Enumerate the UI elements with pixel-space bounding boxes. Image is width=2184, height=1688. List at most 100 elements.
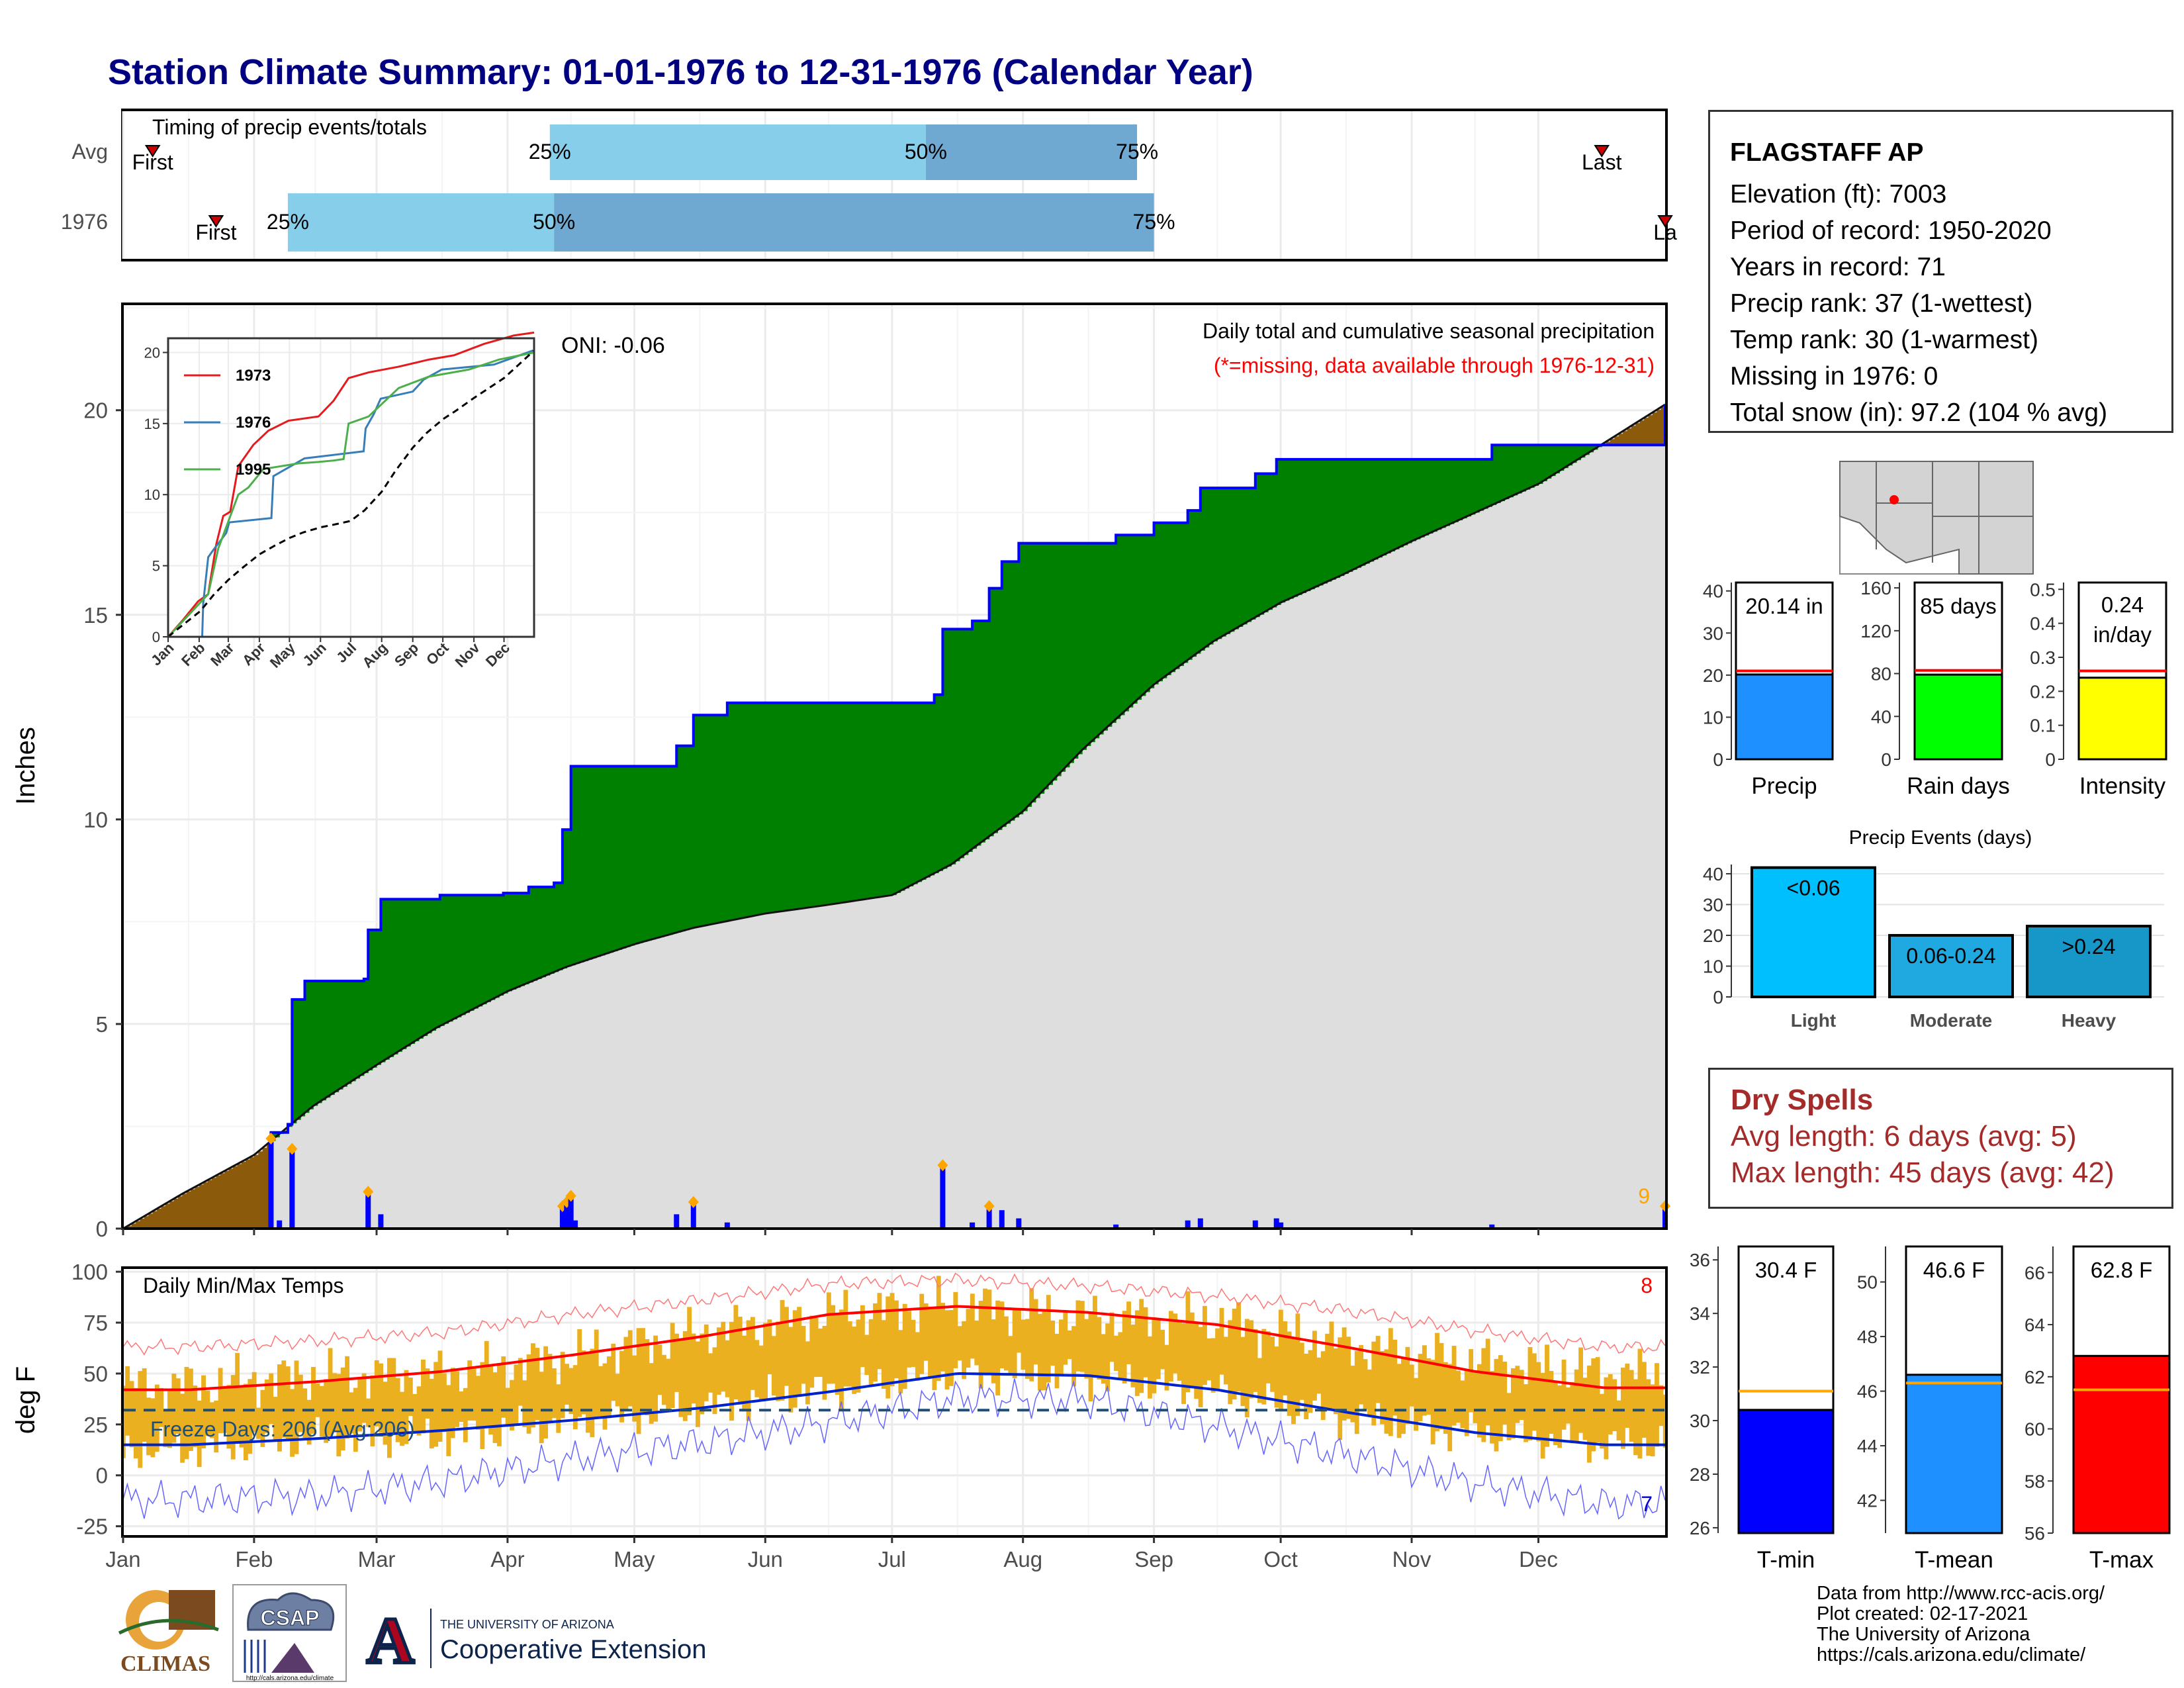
surplus-slice — [1513, 445, 1518, 496]
daily-temp-bar — [700, 1333, 705, 1415]
daily-precip-bar — [674, 1214, 680, 1229]
daily-temp-bar — [1342, 1327, 1347, 1421]
daily-temp-bar — [1024, 1319, 1030, 1379]
surplus-slice — [1318, 459, 1324, 586]
surplus-slice — [1348, 459, 1353, 572]
daily-temp-bar — [1244, 1319, 1250, 1417]
surplus-slice — [494, 895, 500, 998]
record-tmax-line — [122, 1272, 1666, 1356]
daily-temp-bar — [1439, 1342, 1444, 1430]
timing-first-label: First — [132, 150, 173, 174]
daily-temp-bar — [1561, 1359, 1567, 1430]
daily-temp-bar — [944, 1310, 950, 1390]
daily-temp-bar — [754, 1340, 760, 1397]
precip-total-y-tick-label: 10 — [1703, 707, 1723, 727]
daily-temp-bar — [1017, 1309, 1021, 1353]
precip-total-y-tick-label: 0.5 — [2030, 579, 2056, 600]
surplus-slice — [1390, 459, 1396, 551]
daily-temp-bar — [948, 1310, 954, 1386]
temp-total-y-tick-label: 46 — [1857, 1382, 1878, 1402]
daily-temp-bar — [1316, 1357, 1322, 1394]
surplus-slice — [490, 895, 496, 1000]
surplus-slice — [1576, 445, 1581, 461]
timing-bar-25-50 — [549, 124, 926, 180]
surplus-slice — [664, 766, 669, 937]
cumulative-y-tick-label: 20 — [83, 399, 108, 423]
surplus-slice — [934, 694, 939, 874]
daily-temp-bar — [1079, 1301, 1085, 1372]
deficit-slice — [241, 1162, 246, 1229]
daily-temp-bar — [987, 1289, 992, 1374]
surplus-slice — [377, 929, 381, 1065]
daily-temp-bar — [1608, 1374, 1613, 1435]
surplus-slice — [1441, 459, 1446, 528]
daily-temp-bar — [1236, 1302, 1241, 1392]
surplus-slice — [381, 899, 386, 1062]
surplus-slice — [1255, 473, 1260, 618]
surplus-slice — [1183, 522, 1189, 663]
timing-last-label: Last — [1582, 150, 1622, 174]
daily-temp-bar — [408, 1378, 413, 1417]
daily-temp-bar — [1168, 1311, 1173, 1382]
deficit-slice — [228, 1168, 234, 1229]
surplus-slice — [549, 886, 555, 974]
surplus-slice — [1555, 445, 1561, 474]
deficit-slice — [131, 1223, 136, 1229]
surplus-slice — [875, 702, 880, 898]
daily-temp-bar — [459, 1391, 464, 1422]
totals-panels: 0 10 20 30 40 Precip 20.14 in 0 40 80 120 160 Rain d… — [1703, 578, 2167, 799]
precip-total-y-tick-label: 0.2 — [2030, 681, 2056, 702]
daily-temp-bar — [175, 1378, 181, 1434]
daily-temp-bar — [957, 1326, 962, 1361]
surplus-slice — [909, 702, 914, 886]
daily-temp-bar — [1401, 1357, 1406, 1434]
daily-temp-bar — [966, 1309, 971, 1368]
daily-temp-bar — [1058, 1319, 1064, 1375]
daily-temp-bar — [615, 1374, 620, 1407]
surplus-slice — [1077, 543, 1083, 755]
inset-y-tick-label: 20 — [144, 344, 160, 361]
surplus-slice — [803, 702, 808, 909]
daily-temp-bar — [1527, 1346, 1533, 1441]
daily-temp-bar — [1181, 1323, 1186, 1404]
avg-tmin-line — [123, 1372, 1665, 1446]
tmax-count-label: 8 — [1641, 1274, 1653, 1297]
surplus-slice — [1471, 459, 1476, 515]
surplus-slice — [938, 694, 944, 871]
surplus-slice — [1150, 535, 1155, 688]
surplus-slice — [347, 981, 352, 1084]
daily-temp-bar — [1003, 1316, 1009, 1371]
daily-temp-bar — [822, 1325, 827, 1400]
daily-temp-bar — [488, 1365, 494, 1435]
daily-temp-bar — [556, 1384, 561, 1433]
surplus-slice — [1534, 445, 1539, 486]
daily-temp-bar — [1071, 1326, 1076, 1387]
surplus-slice — [735, 702, 741, 919]
surplus-slice — [1251, 488, 1256, 620]
daily-temp-bar — [1067, 1330, 1072, 1360]
daily-temp-bar — [974, 1320, 979, 1366]
daily-temp-bar — [687, 1307, 692, 1415]
daily-temp-bar — [784, 1307, 789, 1386]
daily-temp-bar — [623, 1336, 629, 1409]
daily-temp-bar — [586, 1352, 590, 1433]
surplus-slice — [1361, 459, 1366, 566]
daily-temp-bar — [1418, 1354, 1423, 1422]
daily-temp-bar — [349, 1392, 354, 1434]
daily-temp-bar — [636, 1328, 641, 1434]
surplus-slice — [600, 766, 606, 956]
surplus-slice — [609, 766, 614, 953]
daily-temp-bar — [1012, 1308, 1017, 1379]
daily-temp-bar — [691, 1333, 696, 1404]
daily-temp-bar — [501, 1356, 506, 1418]
surplus-slice — [621, 766, 627, 949]
daily-temp-bar — [1333, 1348, 1338, 1415]
timing-quantile-label: 25% — [529, 140, 571, 164]
surplus-slice — [1487, 459, 1492, 507]
timing-quantile-label: 50% — [533, 210, 575, 234]
daily-temp-bar — [695, 1341, 700, 1427]
daily-temp-bar — [923, 1303, 929, 1361]
daily-temp-bar — [1422, 1345, 1427, 1416]
daily-temp-bar — [277, 1364, 282, 1452]
daily-temp-bar — [868, 1319, 874, 1386]
